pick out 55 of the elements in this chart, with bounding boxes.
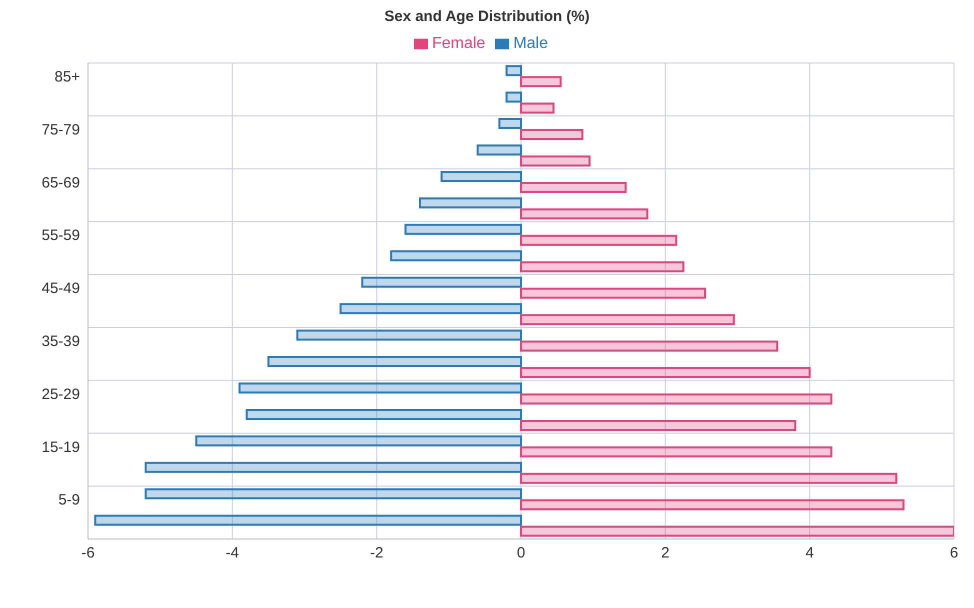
- x-tick-label: 4: [805, 544, 814, 562]
- y-tick-label: 5-9: [58, 492, 80, 509]
- bar: [506, 65, 522, 76]
- bar: [94, 514, 522, 526]
- bar: [520, 76, 562, 88]
- bar: [520, 261, 684, 272]
- bar: [246, 408, 522, 420]
- bar: [390, 250, 522, 262]
- bar: [506, 92, 522, 103]
- bar: [361, 276, 522, 288]
- bar: [520, 234, 678, 246]
- bar: [520, 340, 778, 352]
- y-tick-label: 25-29: [42, 386, 80, 403]
- bar: [520, 314, 735, 326]
- bar: [520, 394, 832, 405]
- y-tick-label: 15-19: [42, 438, 80, 456]
- bar: [267, 356, 522, 368]
- x-tick-label: 6: [950, 544, 958, 562]
- bar: [238, 382, 522, 394]
- bar: [520, 526, 954, 537]
- y-tick-label: 75-79: [42, 121, 80, 138]
- bar: [476, 144, 522, 156]
- x-tick-label: 2: [661, 544, 670, 562]
- bar: [195, 435, 522, 446]
- x-tick-label: -4: [226, 544, 240, 562]
- bar: [520, 102, 554, 114]
- y-tick-label: 45-49: [42, 280, 80, 298]
- bar: [520, 472, 898, 484]
- bar: [520, 420, 796, 431]
- bar: [498, 118, 522, 130]
- bar: [520, 446, 832, 458]
- bar: [296, 330, 522, 341]
- y-tick-label: 35-39: [42, 332, 80, 350]
- x-tick-label: 0: [516, 544, 526, 562]
- bar: [144, 488, 522, 500]
- bar: [520, 182, 627, 193]
- chart-title: Sex and Age Distribution (%): [383, 8, 591, 25]
- y-tick-label: 55-59: [42, 227, 80, 244]
- bar: [418, 197, 522, 208]
- bar: [404, 224, 522, 235]
- x-tick-label: -2: [370, 544, 384, 562]
- bar: [520, 156, 591, 167]
- bar: [440, 170, 522, 182]
- y-tick-label: 65-69: [42, 174, 80, 192]
- legend-label: Female: [432, 35, 486, 52]
- bar: [520, 129, 584, 140]
- bar: [340, 303, 522, 314]
- bar: [520, 499, 904, 510]
- y-tick-label: 85+: [54, 68, 80, 86]
- bar: [520, 288, 706, 299]
- x-tick-label: -6: [81, 544, 95, 562]
- legend-label: Male: [513, 35, 548, 52]
- bar: [520, 208, 648, 220]
- bar: [144, 462, 522, 473]
- bar: [520, 367, 811, 378]
